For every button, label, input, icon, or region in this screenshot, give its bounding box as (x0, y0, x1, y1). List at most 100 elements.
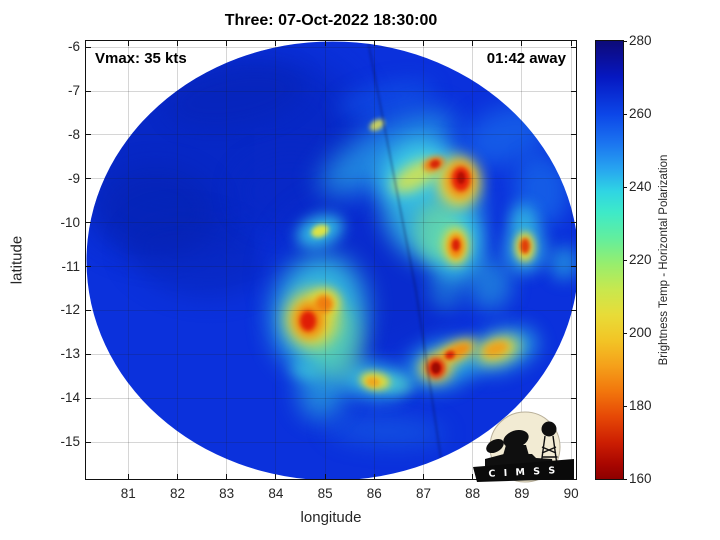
gridline-v (570, 41, 572, 479)
colorbar-tick-mark (623, 405, 627, 407)
cimss-logo: C I M S S (473, 411, 574, 483)
x-tick-mark (373, 474, 375, 479)
tb-feature-blob (468, 258, 512, 310)
y-tick-mark (86, 134, 91, 136)
colorbar-tick-mark (623, 259, 627, 261)
y-tick-mark (571, 266, 576, 268)
x-tick-mark (177, 474, 178, 479)
x-tick-mark (422, 41, 424, 46)
tb-feature-blob (445, 350, 455, 360)
tb-feature-blob (509, 203, 537, 235)
colorbar-tick-mark (623, 40, 627, 42)
x-tick-label: 83 (219, 486, 235, 501)
y-tick-mark (86, 90, 91, 92)
tb-feature-blob (126, 214, 266, 298)
gridline-h (86, 134, 576, 136)
x-tick-mark (422, 474, 424, 479)
x-tick-mark (177, 41, 178, 46)
gridline-h (86, 353, 576, 355)
y-tick-mark (86, 46, 91, 48)
y-tick-label: -8 (67, 126, 80, 142)
y-tick-label: -6 (67, 39, 80, 55)
gridline-h (86, 90, 576, 92)
x-tick-label: 84 (268, 486, 284, 501)
water-tower-ball-icon (541, 421, 557, 437)
y-tick-mark (571, 397, 576, 399)
x-tick-mark (275, 41, 277, 46)
y-tick-label: -14 (60, 390, 80, 406)
y-tick-mark (571, 134, 576, 136)
satellite-dish-left-icon (486, 438, 504, 454)
y-tick-mark (86, 178, 91, 180)
x-tick-label: 85 (317, 486, 333, 501)
y-tick-label: -11 (61, 258, 80, 274)
colorbar-tick-label: 280 (629, 33, 652, 48)
x-tick-mark (570, 41, 572, 46)
gridline-v (324, 41, 326, 479)
x-tick-mark (472, 41, 474, 46)
tb-feature-blob (549, 246, 576, 280)
y-tick-label: -12 (60, 302, 80, 318)
gridline-v (226, 41, 228, 479)
chart-title: Three: 07-Oct-2022 18:30:00 (224, 12, 438, 29)
tb-feature-blob (298, 332, 354, 420)
colorbar (595, 40, 624, 480)
tb-feature-blob (430, 159, 440, 169)
y-tick-mark (86, 353, 91, 355)
y-tick-label: -15 (60, 434, 80, 450)
x-tick-mark (521, 41, 523, 46)
x-tick-label: 86 (366, 486, 382, 501)
gridline-h (86, 266, 576, 268)
y-tick-mark (86, 266, 91, 268)
cimss-logo-text: C I M S S (488, 465, 558, 480)
colorbar-label: Brightness Temp - Horizontal Polarizatio… (658, 154, 670, 366)
gridline-h (86, 46, 576, 48)
y-axis-label: latitude (8, 235, 26, 285)
y-tick-label: -13 (60, 346, 80, 362)
gridline-v (275, 41, 277, 479)
tb-feature-blob (166, 64, 306, 128)
tb-feature-blob (483, 341, 509, 357)
cimss-logo-silhouette (473, 421, 574, 482)
tb-feature-blob (520, 238, 530, 254)
tb-feature-blob (431, 362, 441, 374)
vmax-annotation: Vmax: 35 kts (95, 50, 187, 67)
y-tick-mark (86, 397, 91, 399)
x-tick-mark (226, 474, 228, 479)
x-axis-label: longitude (300, 509, 362, 526)
colorbar-tick-label: 180 (629, 398, 652, 413)
y-tick-mark (571, 441, 576, 443)
satellite-dish-main-icon (503, 429, 529, 449)
y-tick-mark (86, 222, 91, 224)
tb-feature-blob (336, 80, 436, 118)
x-tick-mark (324, 474, 326, 479)
x-tick-label: 81 (120, 486, 136, 501)
y-tick-label: -7 (67, 83, 80, 99)
tb-feature-blob (290, 362, 318, 380)
tb-feature-blob (326, 416, 446, 446)
gridline-h (86, 309, 576, 311)
x-tick-mark (472, 474, 474, 479)
y-tick-label: -10 (60, 214, 80, 230)
y-tick-mark (571, 222, 576, 224)
gridline-v (127, 41, 129, 479)
gridline-h (86, 397, 576, 399)
tb-feature-blob (311, 224, 329, 238)
colorbar-tick-mark (623, 113, 627, 115)
time-away-annotation: 01:42 away (486, 50, 566, 67)
tb-feature-blob (369, 119, 385, 131)
x-tick-label: 89 (514, 486, 530, 501)
gridline-h (86, 222, 576, 224)
x-tick-label: 82 (169, 486, 186, 501)
y-tick-mark (571, 46, 576, 48)
gridline-v (177, 41, 178, 479)
colorbar-tick-mark (623, 478, 627, 480)
x-tick-mark (324, 41, 326, 46)
y-tick-mark (571, 90, 576, 92)
y-tick-mark (571, 353, 576, 355)
satellite-swath-image (86, 41, 576, 479)
x-tick-mark (373, 41, 375, 46)
colorbar-tick-label: 240 (629, 179, 652, 194)
colorbar-tick-label: 260 (629, 106, 652, 121)
